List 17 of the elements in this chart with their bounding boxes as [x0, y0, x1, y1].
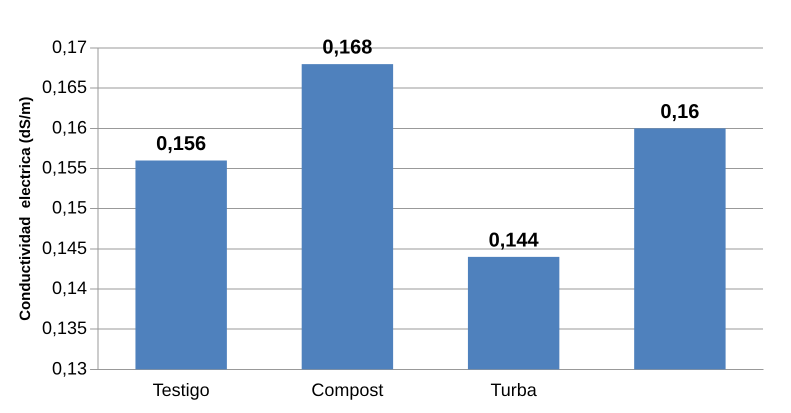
y-tick-label: 0,17 — [52, 36, 88, 57]
y-tick-label: 0,16 — [52, 117, 88, 138]
x-tick-label: Turba — [490, 380, 538, 400]
y-tick-label: 0,14 — [52, 278, 88, 298]
data-label: 0,156 — [156, 133, 206, 156]
data-label: 0,16 — [660, 100, 700, 123]
y-tick-label: 0,165 — [42, 77, 88, 98]
y-tick-label: 0,13 — [52, 358, 88, 378]
y-tick-label: 0,15 — [52, 198, 88, 218]
data-label: 0,168 — [322, 36, 372, 59]
x-tick-label: Compost — [311, 380, 384, 400]
y-tick-label: 0,145 — [42, 238, 88, 258]
y-tick-label: 0,155 — [42, 157, 88, 178]
y-axis-title: Conductividad electrica (dS/m) — [17, 96, 34, 321]
data-label: 0,144 — [488, 229, 540, 252]
x-tick-label: Testigo — [152, 380, 210, 400]
y-tick-label: 0,135 — [42, 318, 88, 338]
